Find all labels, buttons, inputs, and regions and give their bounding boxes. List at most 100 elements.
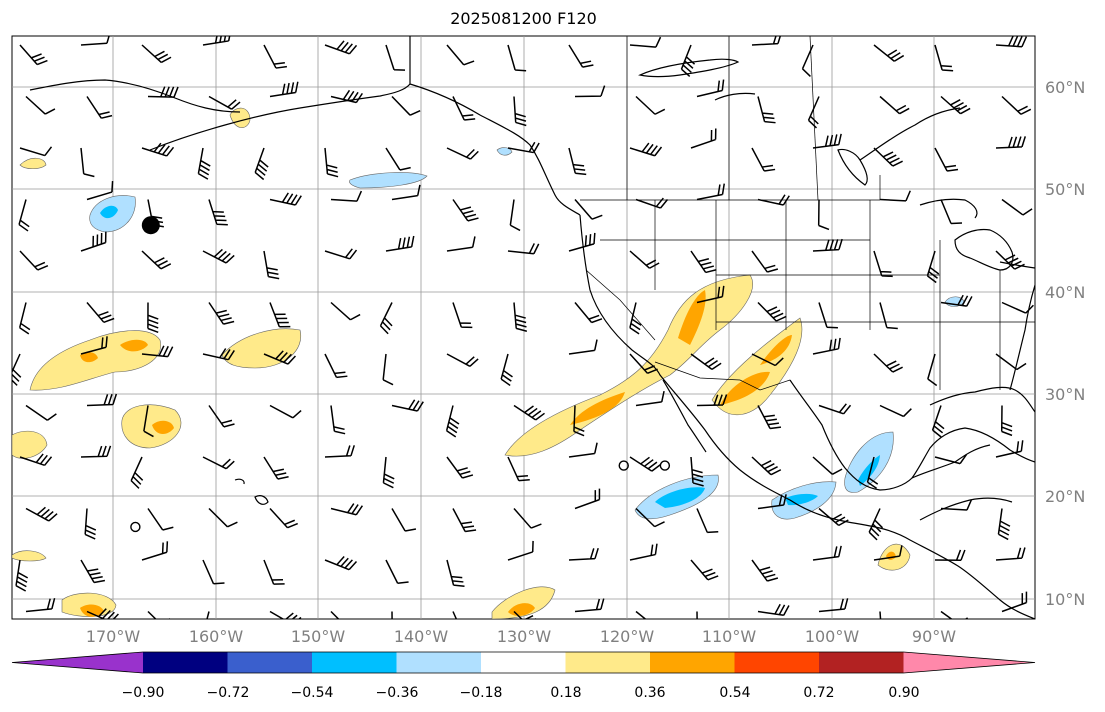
wind-barb [995,440,1024,458]
wind-barb [147,508,174,531]
lon-label: 100°W [805,627,860,646]
wind-barb [873,44,905,62]
wind-barb [19,453,53,467]
wind-barb [12,353,22,386]
wind-barb [385,147,411,171]
wind-barb [629,36,662,48]
colorbar-tick-label: 0.18 [550,685,581,701]
wind-barb [879,302,898,330]
wind-barb [446,559,465,587]
wind-barb [568,232,596,252]
wind-barb [1001,591,1028,613]
wind-barb [19,146,53,157]
colorbar-segment [227,652,312,673]
calm-circle-marker [618,460,629,471]
lon-label: 140°W [394,627,449,646]
wind-barb [690,353,722,371]
wind-barb [208,199,228,226]
wind-barb [690,559,719,581]
wind-barb [568,147,587,176]
wind-barb [807,96,820,129]
calm-circle-marker [659,460,671,471]
wind-barb [86,302,115,324]
wind-barb [385,44,406,71]
wind-barb [330,190,363,202]
wind-barb [391,611,393,619]
wind-barb [940,610,969,619]
wind-barb [86,96,113,119]
wind-barb [507,44,527,72]
colorbar-outline [11,651,1036,674]
wind-barb [86,181,114,201]
wind-barb [263,350,297,365]
wind-barb [263,456,289,480]
wind-barb [330,610,340,619]
wind-barb [873,353,903,373]
wind-barb [801,44,814,77]
wind-barb [751,353,784,367]
wind-barb [446,456,474,479]
wind-barb [940,199,963,225]
colorbar-segment [819,652,904,673]
colorbar-tick-label: 0.54 [719,685,750,701]
colorbar-segment [565,652,650,673]
wind-barb [574,199,603,220]
colorbar-segment [650,652,735,673]
wind-barb [751,36,782,46]
wind-barb [208,405,235,428]
wind-barb [80,559,106,584]
wind-barb [391,95,421,116]
wind-barb [86,393,118,407]
wind-barb [445,405,460,438]
wind-barb [879,404,912,418]
wind-barb [568,339,598,355]
wind-barb [751,456,782,476]
wind-barb [324,248,358,260]
wind-barb [269,302,291,328]
wind-barb [629,353,658,374]
wind-barb [995,136,1027,149]
wind-barb [690,128,717,149]
lat-label: 40°N [1045,283,1085,302]
wind-barb [269,610,302,619]
wind-barb [926,250,940,284]
wind-barb [997,508,1011,541]
wind-barb [254,147,269,181]
wind-barb [269,81,299,98]
wind-barb [751,147,776,172]
colorbar-tick-label: −0.36 [376,685,419,701]
wind-barb [330,301,361,321]
wind-barb [382,353,394,386]
wind-barb [330,89,363,104]
wind-barb [25,598,56,613]
colorbar-tick-label: −0.54 [291,685,334,701]
wind-barb [757,301,787,322]
large-dot-marker [141,216,160,235]
latitude-labels: 60°N 50°N 40°N 30°N 20°N 10°N [1045,78,1085,609]
wind-barb [269,192,302,206]
wind-barb [452,302,473,329]
wind-barb [751,250,779,273]
wind-barb [509,199,521,232]
wind-barb [931,405,945,438]
map-frame [11,35,1036,620]
wind-barb [940,294,973,307]
wind-barb [86,608,119,619]
wind-barb [818,507,849,527]
wind-barb [141,142,175,157]
wind-barb [208,95,241,110]
wind-barb [202,348,235,361]
colorbar [11,651,1036,674]
wind-barb [812,133,842,149]
wind-barb [513,404,545,421]
wind-barb [868,508,884,541]
wind-barbs [12,36,1034,619]
wind-barb [757,603,790,616]
colorbar-segment [312,652,397,673]
wind-barb [1001,198,1033,216]
wind-barb [391,399,424,412]
wind-barb [507,456,530,482]
wind-barb [574,598,605,613]
wind-barb [263,559,285,585]
wind-barb [202,248,235,264]
